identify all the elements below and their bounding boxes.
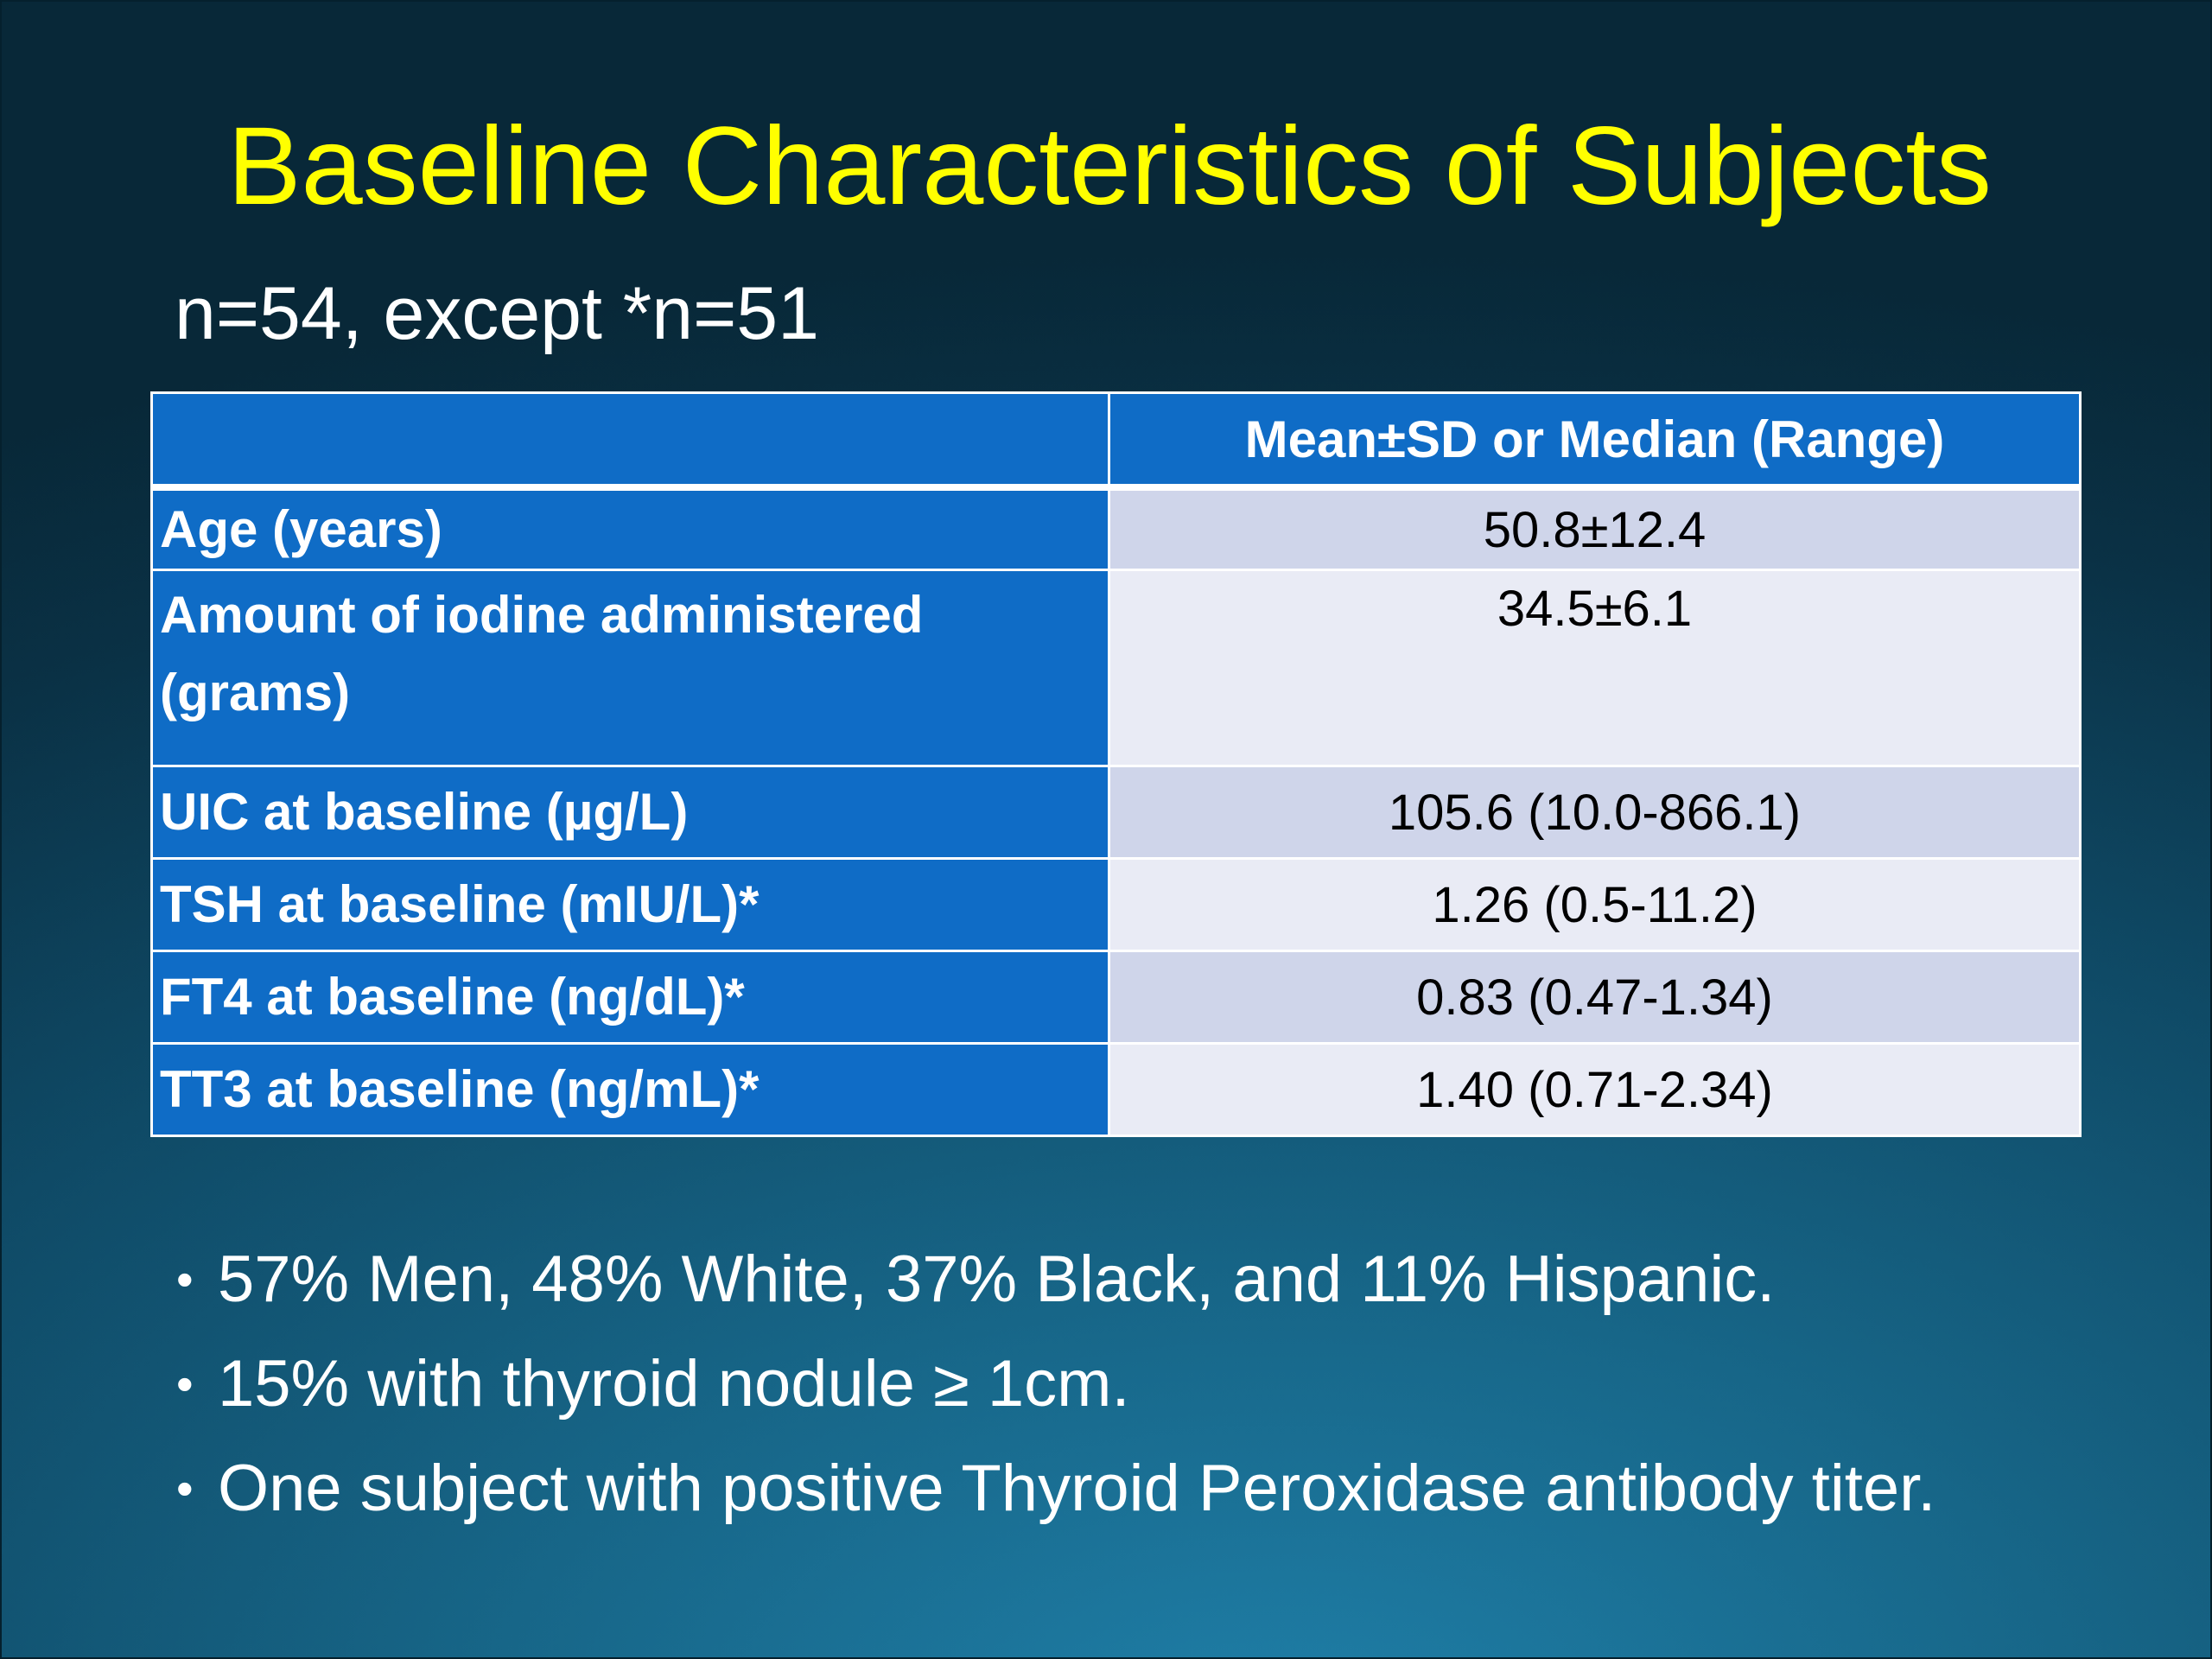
row-value: 0.83 (0.47-1.34) (1108, 950, 2082, 1045)
row-value: 105.6 (10.0-866.1) (1108, 765, 2082, 860)
slide-subtitle: n=54, except *n=51 (175, 272, 819, 355)
bullet-icon: • (176, 1252, 194, 1306)
table-row: TT3 at baseline (ng/mL)* 1.40 (0.71-2.34… (150, 1042, 2082, 1137)
table-row: Age (years) 50.8±12.4 (150, 486, 2082, 571)
row-label: TT3 at baseline (ng/mL)* (150, 1042, 1110, 1137)
table-header-row: Mean±SD or Median (Range) (150, 391, 2082, 491)
table-row: Amount of iodine administered (grams) 34… (150, 569, 2082, 767)
bullet-icon: • (176, 1461, 194, 1516)
bullet-icon: • (176, 1357, 194, 1411)
bullet-item: • 57% Men, 48% White, 37% Black, and 11%… (173, 1227, 1936, 1332)
bullet-text: 57% Men, 48% White, 37% Black, and 11% H… (218, 1243, 1776, 1316)
table-row: FT4 at baseline (ng/dL)* 0.83 (0.47-1.34… (150, 950, 2082, 1045)
row-label: UIC at baseline (µg/L) (150, 765, 1110, 860)
row-value: 34.5±6.1 (1108, 569, 2082, 767)
row-label: Amount of iodine administered (grams) (150, 569, 1110, 767)
bullet-list: • 57% Men, 48% White, 37% Black, and 11%… (173, 1227, 1936, 1541)
row-value: 1.40 (0.71-2.34) (1108, 1042, 2082, 1137)
baseline-table: Mean±SD or Median (Range) Age (years) 50… (150, 391, 2082, 1137)
slide-title: Baseline Characteristics of Subjects (227, 105, 1992, 228)
row-label: Age (years) (150, 486, 1110, 571)
row-label: FT4 at baseline (ng/dL)* (150, 950, 1110, 1045)
bullet-item: • 15% with thyroid nodule ≥ 1cm. (173, 1332, 1936, 1436)
bullet-text: 15% with thyroid nodule ≥ 1cm. (218, 1347, 1130, 1421)
row-value: 50.8±12.4 (1108, 486, 2082, 571)
header-value-cell: Mean±SD or Median (Range) (1108, 391, 2082, 491)
row-label: TSH at baseline (mIU/L)* (150, 857, 1110, 952)
bullet-text: One subject with positive Thyroid Peroxi… (218, 1452, 1936, 1525)
table-row: UIC at baseline (µg/L) 105.6 (10.0-866.1… (150, 765, 2082, 860)
row-value: 1.26 (0.5-11.2) (1108, 857, 2082, 952)
header-label-cell (150, 391, 1110, 491)
table-row: TSH at baseline (mIU/L)* 1.26 (0.5-11.2) (150, 857, 2082, 952)
bullet-item: • One subject with positive Thyroid Pero… (173, 1436, 1936, 1541)
